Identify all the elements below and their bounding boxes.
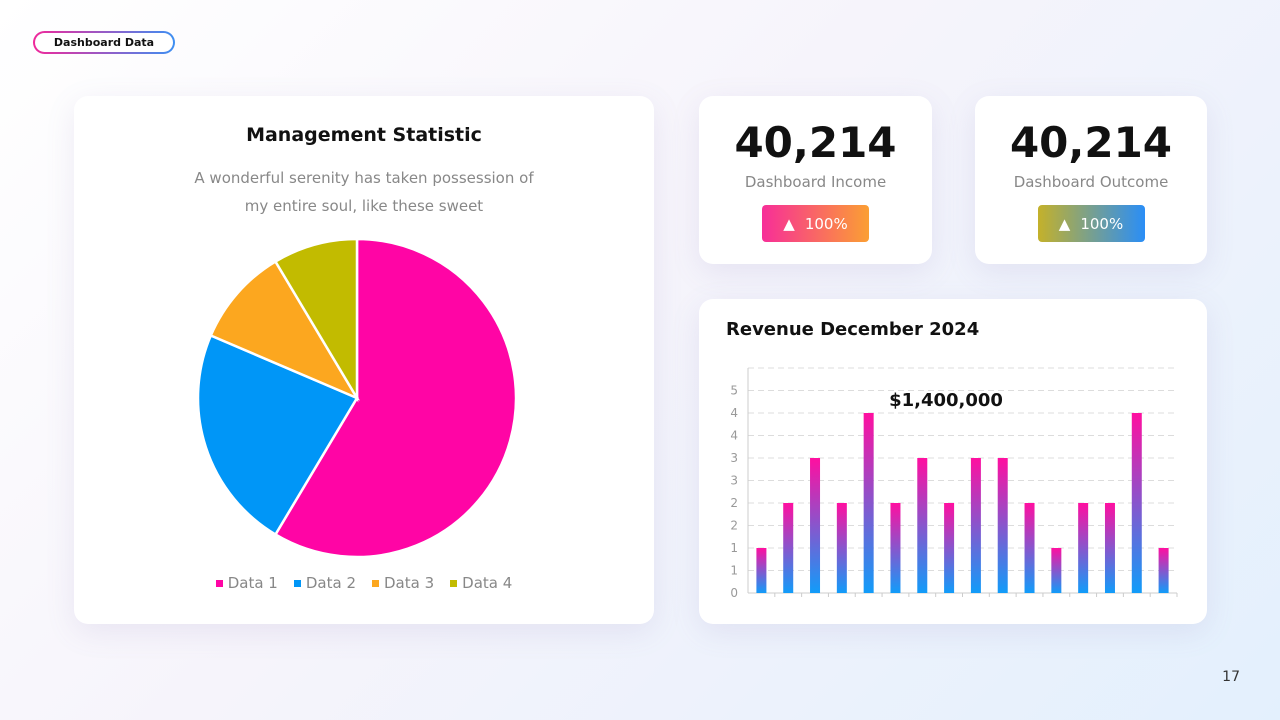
legend-swatch: [215, 580, 223, 587]
y-tick-label: 5: [730, 384, 738, 398]
bar: [997, 458, 1008, 593]
section-tag: Dashboard Data: [33, 31, 175, 54]
pie-slice-3: [209, 259, 361, 401]
y-tick-label: 1: [730, 541, 738, 555]
subtitle-line: my entire soul, like these sweet: [244, 197, 484, 215]
pie-slice-1: [273, 237, 518, 559]
bar: [890, 503, 901, 593]
triangle-up-icon: ▲: [1058, 214, 1071, 233]
bar: [836, 503, 847, 593]
income-value: 40,214: [734, 118, 897, 167]
badge-value: 100%: [1080, 214, 1124, 233]
bar-chart: 0 1 1 2 2 3 3 4 4 5 $1,400,000: [730, 367, 1178, 600]
legend-label: Data 3: [384, 574, 435, 592]
bar-annotation: $1,400,000: [889, 390, 1003, 411]
revenue-card: Revenue December 2024 0 1 1 2 2 3 3 4 4 5 $1,400,0…: [699, 299, 1207, 624]
triangle-up-icon: ▲: [783, 214, 795, 233]
bar: [970, 458, 981, 593]
bar: [783, 503, 794, 593]
bar: [917, 458, 928, 593]
legend-item: Data 1: [215, 574, 278, 592]
legend-item: Data 4: [450, 574, 512, 592]
pie-chart: [196, 237, 518, 559]
bar: [1131, 413, 1142, 593]
y-tick-label: 3: [730, 474, 738, 488]
legend-swatch: [450, 580, 458, 587]
outcome-value: 40,214: [1009, 118, 1173, 167]
bar: [944, 503, 955, 593]
subtitle-line: A wonderful serenity has taken possessio…: [194, 169, 534, 187]
legend-label: Data 4: [462, 574, 513, 592]
bar: [1158, 548, 1169, 593]
outcome-label: Dashboard Outcome: [1013, 173, 1169, 191]
y-tick-label: 0: [730, 586, 738, 600]
bar: [756, 548, 767, 593]
section-tag-label: Dashboard Data: [35, 33, 173, 52]
bar: [1104, 503, 1115, 593]
income-card: 40,214 Dashboard Income ▲ 100%: [699, 96, 932, 264]
bar: [1078, 503, 1089, 593]
page-number: 17: [1222, 669, 1240, 685]
bar: [863, 413, 874, 593]
y-tick-label: 2: [730, 519, 738, 533]
y-tick-label: 1: [730, 564, 738, 578]
pie-legend: Data 1 Data 2 Data 3 Data 4: [74, 574, 654, 592]
bar: [1024, 503, 1035, 593]
legend-swatch: [293, 580, 301, 587]
outcome-badge: ▲ 100%: [1037, 205, 1145, 242]
income-label: Dashboard Income: [744, 173, 887, 191]
y-tick-label: 4: [730, 406, 738, 420]
legend-swatch: [372, 580, 379, 587]
pie-slice-2: [196, 333, 359, 537]
legend-item: Data 2: [293, 574, 356, 592]
y-tick-label: 3: [730, 451, 738, 465]
legend-item: Data 3: [372, 574, 434, 592]
management-statistic-card: Management Statistic A wonderful serenit…: [74, 96, 654, 624]
card-subtitle: A wonderful serenity has taken possessio…: [74, 164, 654, 220]
income-badge: ▲ 100%: [762, 205, 869, 242]
legend-label: Data 2: [305, 574, 356, 592]
y-tick-label: 2: [730, 496, 738, 510]
card-title: Management Statistic: [246, 124, 482, 146]
badge-value: 100%: [804, 214, 848, 233]
bar: [810, 458, 821, 593]
outcome-card: 40,214 Dashboard Outcome ▲ 100%: [975, 96, 1207, 264]
revenue-title: Revenue December 2024: [726, 319, 980, 340]
bar: [1051, 548, 1062, 593]
y-tick-label: 4: [730, 429, 738, 443]
pie-slice-4: [273, 237, 359, 403]
legend-label: Data 1: [227, 574, 278, 592]
